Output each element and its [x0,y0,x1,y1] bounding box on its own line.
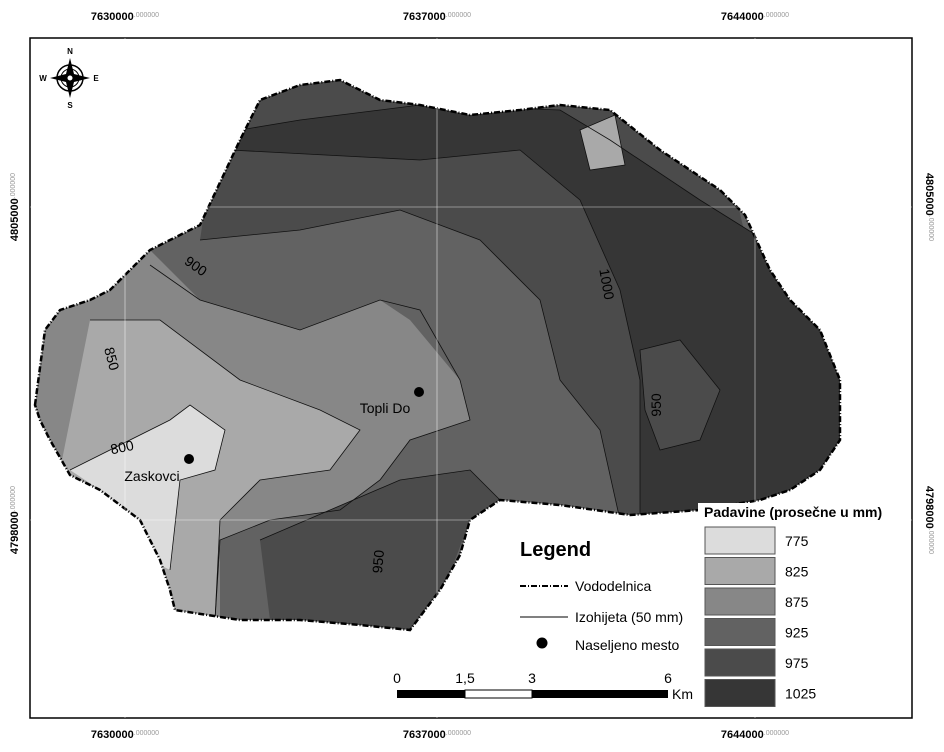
legend-item: Naseljeno mesto [575,637,679,653]
contour-label: 850 [101,345,123,372]
scale-tick: 0 [393,670,401,686]
x-coord-label: 7644000.000000 [721,729,789,741]
y-coord-label: 4805000.000000 [923,173,935,241]
coord-decimals: .000000 [134,12,159,19]
contour-label: 800 [109,437,135,458]
coord-main: 7637000 [403,11,446,23]
coord-decimals: .000000 [764,12,789,19]
coord-decimals: .000000 [134,730,159,737]
compass-e: E [93,74,99,83]
coordinate-labels: 7630000.0000007630000.0000007637000.0000… [9,11,935,741]
x-coord-label: 7637000.000000 [403,11,471,23]
scale-tick: 6 [664,670,672,686]
x-coord-label: 7630000.000000 [91,729,159,741]
coord-decimals: .000000 [446,12,471,19]
contour-label: 950 [369,549,387,574]
x-coord-label: 7644000.000000 [721,11,789,23]
coord-main: 4805000 [923,173,935,216]
zone [640,340,720,450]
coord-decimals: .000000 [927,529,934,554]
scale-bar: 0 1,5 3 6 Km [393,670,693,702]
y-coord-label: 4798000.000000 [9,486,21,554]
compass: N S E W [39,47,99,110]
x-coord-label: 7637000.000000 [403,729,471,741]
coord-main: 4805000 [9,198,21,241]
place-label: Zaskovci [124,468,179,484]
coord-decimals: .000000 [10,486,17,511]
class-swatch [704,648,776,677]
contour-label: 950 [648,393,664,417]
settlement [414,387,424,397]
legend-item: Izohijeta (50 mm) [575,609,683,625]
scale-unit: Km [672,686,693,702]
coord-main: 4798000 [923,486,935,529]
class-label: 925 [785,625,809,641]
class-legend-title: Padavine (prosečne u mm) [704,504,882,520]
class-swatch [704,679,776,707]
scale-tick: 1,5 [455,670,475,686]
legend-title: Legend [520,539,591,561]
settlement [184,454,194,464]
class-swatch [704,557,776,585]
class-label: 1025 [785,686,816,702]
coord-main: 7644000 [721,11,764,23]
coord-decimals: .000000 [927,216,934,241]
zone [260,470,500,630]
coord-main: 7630000 [91,729,134,741]
scale-tick: 3 [528,670,536,686]
compass-n: N [67,47,73,56]
graticule [30,38,912,718]
legend-item: Vododelnica [575,578,652,594]
class-label: 825 [785,564,809,580]
x-coord-label: 7630000.000000 [91,11,159,23]
zone [70,405,225,570]
coord-main: 4798000 [9,511,21,554]
coord-main: 7637000 [403,729,446,741]
coord-decimals: .000000 [446,730,471,737]
class-swatch [704,526,776,555]
place-label: Topli Do [360,400,411,416]
compass-s: S [67,101,73,110]
y-coord-label: 4805000.000000 [9,173,21,241]
class-swatch [704,587,776,616]
class-label: 975 [785,655,809,671]
coord-decimals: .000000 [10,173,17,198]
y-coord-label: 4798000.000000 [923,486,935,554]
class-label: 875 [785,594,809,610]
compass-w: W [39,74,47,83]
coord-decimals: .000000 [764,730,789,737]
legend: Legend Vododelnica Izohijeta (50 mm) Nas… [520,539,683,653]
contour-label: 1000 [596,267,617,301]
coord-main: 7644000 [721,729,764,741]
class-swatch [704,618,776,646]
coord-main: 7630000 [91,11,134,23]
class-label: 775 [785,533,809,549]
class-legend: 775 825 875 925 975 1025 [704,526,816,707]
